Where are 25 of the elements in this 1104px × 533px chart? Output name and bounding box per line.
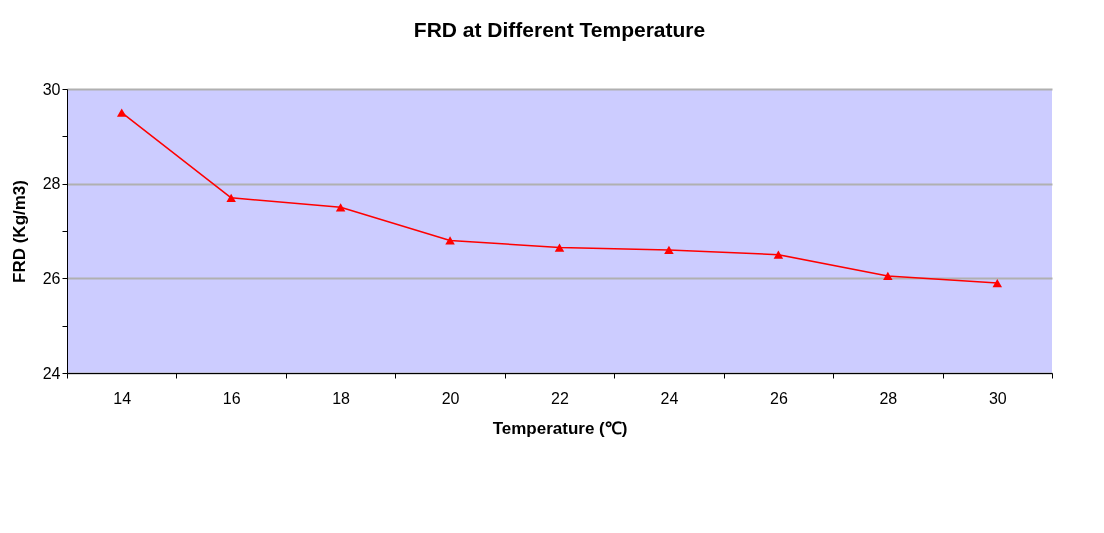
chart-title: FRD at Different Temperature bbox=[413, 18, 706, 41]
point bbox=[554, 243, 565, 252]
point bbox=[773, 250, 784, 259]
point bbox=[883, 271, 893, 281]
y-axis-title: FRD (Kg/m3) bbox=[9, 180, 29, 283]
point bbox=[992, 278, 1003, 288]
y-tick-label: 30 bbox=[42, 80, 61, 98]
y-tick-label: 28 bbox=[42, 175, 61, 193]
x-tick-label: 30 bbox=[988, 389, 1007, 407]
x-tick-label: 16 bbox=[222, 389, 241, 407]
point bbox=[335, 203, 346, 212]
y-tick-label: 26 bbox=[42, 269, 61, 287]
x-tick-label: 26 bbox=[769, 389, 788, 407]
x-tick-label: 14 bbox=[113, 389, 132, 407]
point bbox=[116, 108, 127, 117]
x-tick-label: 20 bbox=[441, 389, 460, 407]
point bbox=[226, 193, 236, 202]
point bbox=[445, 236, 455, 245]
x-tick-label: 24 bbox=[660, 389, 679, 407]
y-tick-label: 24 bbox=[42, 364, 61, 382]
x-axis-title: Temperature (℃) bbox=[492, 418, 628, 438]
x-tick-label: 22 bbox=[551, 389, 569, 407]
point bbox=[664, 245, 674, 255]
x-tick-label: 18 bbox=[332, 389, 351, 407]
x-tick-label: 28 bbox=[879, 389, 898, 407]
